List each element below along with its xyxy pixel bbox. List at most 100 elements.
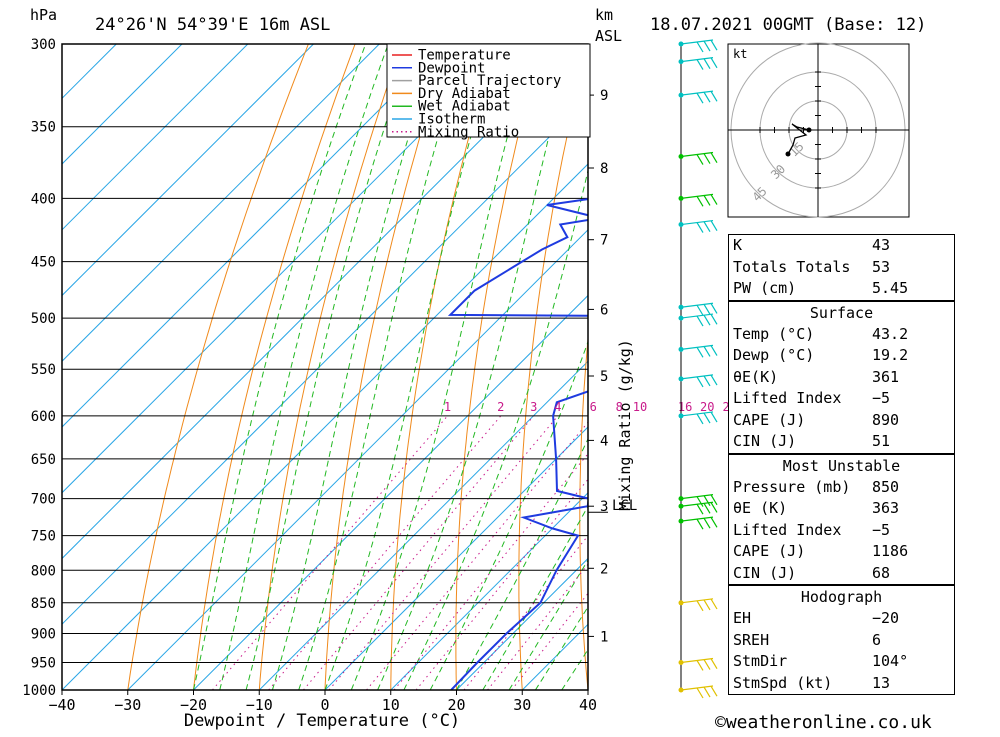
- copyright-text: ©weatheronline.co.uk: [715, 712, 932, 733]
- x-tick-label: 40: [579, 696, 597, 714]
- x-tick-label: −40: [48, 696, 75, 714]
- hodograph-param-row: SREH 6: [729, 630, 954, 652]
- mixing-ratio-label: 4: [554, 400, 561, 414]
- mixing-ratio-label: 3: [530, 400, 537, 414]
- hodograph-param-value: −20: [872, 608, 950, 630]
- surface-row: CIN (J) 51: [729, 431, 954, 453]
- hodograph-param-row: StmSpd (kt)13: [729, 673, 954, 695]
- most-unstable-value: −5: [872, 520, 950, 542]
- most-unstable-label: Pressure (mb): [733, 477, 850, 499]
- most-unstable-value: 68: [872, 563, 950, 585]
- most-unstable-row: Pressure (mb) 850: [729, 477, 954, 499]
- pressure-unit-label: hPa: [30, 6, 57, 24]
- surface-title: Surface: [729, 301, 954, 324]
- surface-value: 43.2: [872, 324, 950, 346]
- height-tick-label: 7: [600, 233, 608, 249]
- surface-section: Surface Temp (°C) 43.2 Dewp (°C) 19.2 θE(K) 3…: [729, 300, 954, 453]
- pressure-tick-label: 850: [31, 596, 56, 612]
- mixing-ratio-label: 2: [497, 400, 504, 414]
- most-unstable-label: Lifted Index: [733, 520, 841, 542]
- lcl-label: LCL: [612, 498, 637, 514]
- location-title: 24°26'N 54°39'E 16m ASL: [95, 15, 330, 35]
- x-tick-label: 30: [513, 696, 531, 714]
- hodograph-end-point: [786, 152, 791, 157]
- hodograph-param-label: EH: [733, 608, 751, 630]
- surface-row: CAPE (J) 890: [729, 410, 954, 432]
- most-unstable-row: CAPE (J) 1186: [729, 541, 954, 563]
- hodograph-unit-label: kt: [733, 47, 747, 61]
- mixing-ratio-axis-label: Mixing Ratio (g/kg): [616, 339, 634, 511]
- most-unstable-value: 1186: [872, 541, 950, 563]
- x-axis-label: Dewpoint / Temperature (°C): [184, 711, 460, 731]
- surface-row: θE(K) 361: [729, 367, 954, 389]
- pressure-tick-label: 950: [31, 656, 56, 672]
- height-tick-label: 2: [600, 561, 608, 577]
- surface-label: CIN (J): [733, 431, 796, 453]
- height-unit-label: km: [595, 6, 613, 24]
- surface-value: 361: [872, 367, 950, 389]
- height-tick-label: 6: [600, 302, 608, 318]
- height-tick-label: 4: [600, 433, 608, 449]
- pressure-tick-label: 750: [31, 529, 56, 545]
- surface-label: Lifted Index: [733, 388, 841, 410]
- hodograph-param-value: 6: [872, 630, 950, 652]
- hodograph-param-label: StmSpd (kt): [733, 673, 832, 695]
- height-tick-label: 3: [600, 499, 608, 515]
- surface-label: Temp (°C): [733, 324, 814, 346]
- pressure-tick-label: 300: [31, 37, 56, 53]
- surface-value: 890: [872, 410, 950, 432]
- mixing-ratio-label: 10: [633, 400, 647, 414]
- mixing-ratio-label: 1: [444, 400, 451, 414]
- index-pw-row: PW (cm)5.45: [729, 278, 954, 300]
- height-tick-label: 9: [600, 88, 608, 104]
- surface-label: θE(K): [733, 367, 778, 389]
- pressure-tick-label: 900: [31, 627, 56, 643]
- hodograph-start-point: [807, 128, 812, 133]
- surface-label: CAPE (J): [733, 410, 805, 432]
- pressure-tick-label: 700: [31, 492, 56, 508]
- hodograph-params-title: Hodograph: [729, 585, 954, 608]
- hodograph-param-row: EH −20: [729, 608, 954, 630]
- most-unstable-row: θE (K) 363: [729, 498, 954, 520]
- pressure-tick-label: 600: [31, 409, 56, 425]
- hodograph-param-label: SREH: [733, 630, 769, 652]
- mixing-ratio-label: 16: [678, 400, 692, 414]
- height-ref-label: ASL: [595, 27, 622, 45]
- surface-row: Temp (°C) 43.2: [729, 324, 954, 346]
- legend-entry: Mixing Ratio: [418, 124, 519, 140]
- datetime-title: 18.07.2021 00GMT (Base: 12): [650, 15, 926, 35]
- surface-value: 19.2: [872, 345, 950, 367]
- surface-value: −5: [872, 388, 950, 410]
- mixing-ratio-label: 6: [590, 400, 597, 414]
- hodograph-param-value: 104°: [872, 651, 950, 673]
- surface-value: 51: [872, 431, 950, 453]
- pressure-tick-label: 800: [31, 563, 56, 579]
- most-unstable-value: 850: [872, 477, 950, 499]
- most-unstable-value: 363: [872, 498, 950, 520]
- x-tick-label: −30: [114, 696, 141, 714]
- most-unstable-label: CAPE (J): [733, 541, 805, 563]
- most-unstable-row: Lifted Index −5: [729, 520, 954, 542]
- most-unstable-row: CIN (J) 68: [729, 563, 954, 585]
- pressure-tick-label: 400: [31, 191, 56, 207]
- pressure-tick-label: 500: [31, 311, 56, 327]
- pressure-tick-label: 350: [31, 120, 56, 136]
- pressure-tick-label: 450: [31, 255, 56, 271]
- pressure-tick-label: 550: [31, 362, 56, 378]
- surface-label: Dewp (°C): [733, 345, 814, 367]
- most-unstable-label: θE (K): [733, 498, 787, 520]
- most-unstable-label: CIN (J): [733, 563, 796, 585]
- surface-row: Lifted Index −5: [729, 388, 954, 410]
- height-tick-label: 8: [600, 161, 608, 177]
- most-unstable-title: Most Unstable: [729, 454, 954, 477]
- height-tick-label: 5: [600, 369, 608, 385]
- height-tick-label: 1: [600, 629, 608, 645]
